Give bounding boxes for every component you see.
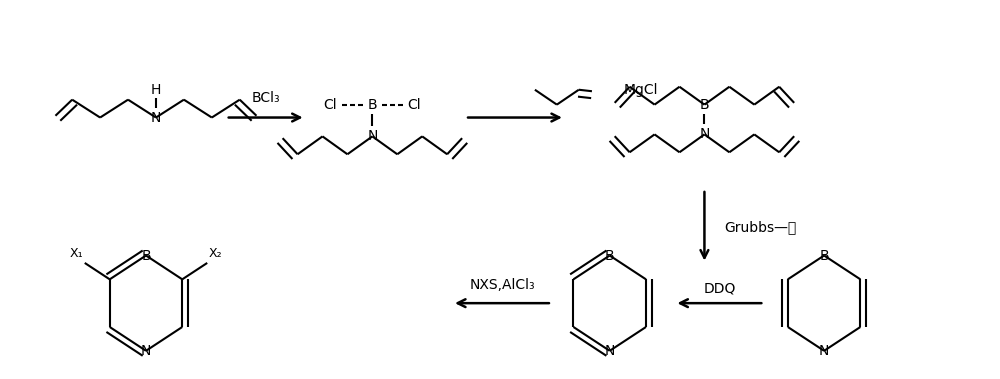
Text: N: N (819, 344, 829, 358)
Text: Grubbs—代: Grubbs—代 (724, 220, 797, 234)
Text: B: B (368, 98, 377, 112)
Text: DDQ: DDQ (703, 281, 736, 295)
Text: N: N (699, 127, 710, 141)
Text: N: N (141, 344, 151, 358)
Text: B: B (141, 249, 151, 263)
Text: MgCl: MgCl (624, 83, 658, 97)
Text: X₁: X₁ (70, 246, 84, 260)
Text: N: N (151, 111, 161, 125)
Text: N: N (367, 129, 378, 143)
Text: B: B (700, 98, 709, 112)
Text: NXS,AlCl₃: NXS,AlCl₃ (469, 278, 535, 292)
Text: Cl: Cl (407, 98, 421, 112)
Text: Cl: Cl (324, 98, 337, 112)
Text: X₂: X₂ (208, 246, 222, 260)
Text: B: B (605, 249, 615, 263)
Text: H: H (151, 83, 161, 97)
Text: BCl₃: BCl₃ (251, 91, 280, 105)
Text: N: N (605, 344, 615, 358)
Text: B: B (819, 249, 829, 263)
